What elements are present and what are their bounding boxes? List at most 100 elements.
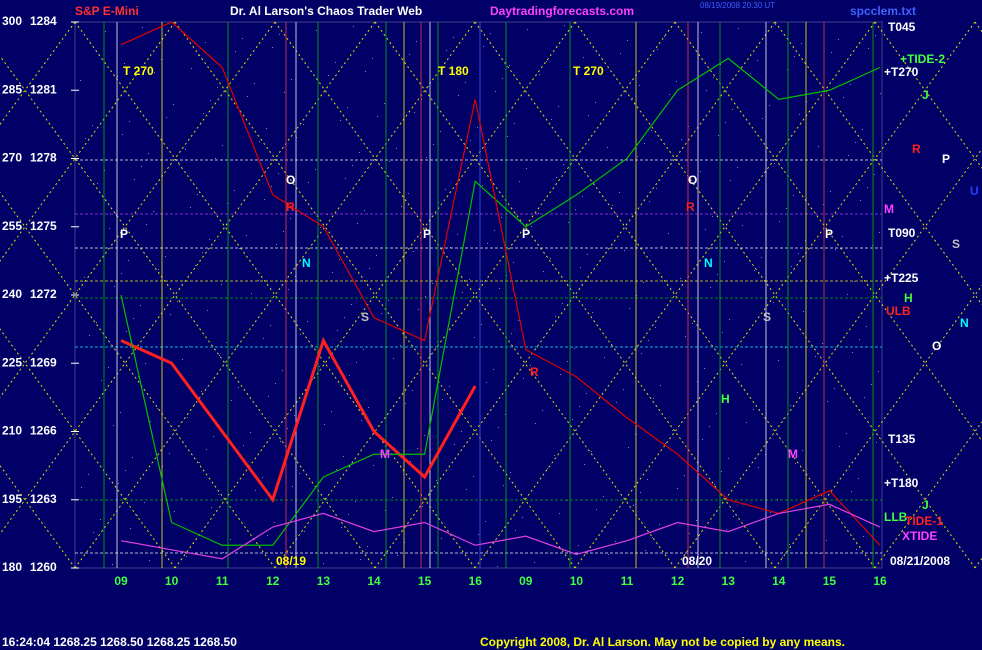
dot [639,85,640,86]
annotation: N [302,256,311,270]
dot [571,558,572,559]
dot [864,397,865,398]
dot [775,24,776,25]
annotation: P [522,227,530,241]
y-tick-label: 210 [2,424,22,438]
dot [384,103,385,104]
dot [291,79,292,80]
dot [278,173,279,174]
y-tick-label: 195 [2,492,22,506]
dot [84,277,85,278]
dot [588,115,589,116]
dot [652,537,653,538]
dot [649,201,650,202]
dot [564,25,565,26]
dot [574,348,575,349]
dot [85,138,86,139]
dot [377,116,378,117]
dot [575,209,576,210]
dot [335,62,336,63]
dot [328,75,329,76]
dot [738,28,739,29]
annotation: M [884,202,894,216]
dot [779,221,780,222]
dot [750,73,751,74]
dot [855,142,856,143]
annotation: S [361,310,369,324]
dot [539,74,540,75]
dot [319,366,320,367]
dot [737,167,738,168]
dot [316,30,317,31]
dot [556,177,557,178]
dot [353,26,354,27]
dot [436,480,437,481]
dot [724,261,725,262]
dot [486,382,487,383]
dot [81,487,82,488]
dot [734,377,735,378]
dot [669,94,670,95]
dot [359,152,360,153]
dot [470,140,471,141]
dot [728,458,729,459]
dot [195,265,196,266]
dot [822,343,823,344]
plot-area [74,21,883,569]
dot [344,317,345,318]
dot [308,182,309,183]
dot [576,70,577,71]
annotation: N [960,316,969,330]
dot [93,532,94,533]
dot [790,405,791,406]
annotation: O [932,339,941,353]
annotation: R [686,200,695,214]
dot [112,564,113,565]
dot [526,168,527,169]
dot [290,218,291,219]
dot [721,471,722,472]
dot [169,453,170,454]
dot [410,461,411,462]
dot [493,369,494,370]
series-line [120,57,881,546]
dot [124,63,125,64]
dot [656,188,657,189]
dot [262,477,263,478]
dot [323,563,324,564]
dot [178,162,179,163]
dot [428,86,429,87]
file-name: spcclem.txt [850,4,916,18]
annotation: T 180 [438,64,469,78]
dot [827,401,828,402]
dot [129,121,130,122]
dot [534,562,535,563]
dot [120,412,121,413]
dot [745,561,746,562]
dot [789,544,790,545]
x-tick-label: 09 [519,574,533,588]
dot [507,136,508,137]
dot [620,53,621,54]
dot [769,105,770,106]
dot [412,390,413,391]
chart-title: Dr. Al Larson's Chaos Trader Web [230,4,422,18]
dot [511,333,512,334]
dot [619,192,620,193]
dot [251,293,252,294]
dot [408,193,409,194]
dot [458,95,459,96]
dot [332,272,333,273]
dot [819,553,820,554]
dot [515,530,516,531]
dot [414,112,415,113]
dot [136,108,137,109]
annotation: +T225 [884,271,919,285]
dot [108,367,109,368]
dot [757,60,758,61]
dot [279,34,280,35]
dot [871,384,872,385]
dot [592,312,593,313]
dot [834,388,835,389]
dot [230,539,231,540]
